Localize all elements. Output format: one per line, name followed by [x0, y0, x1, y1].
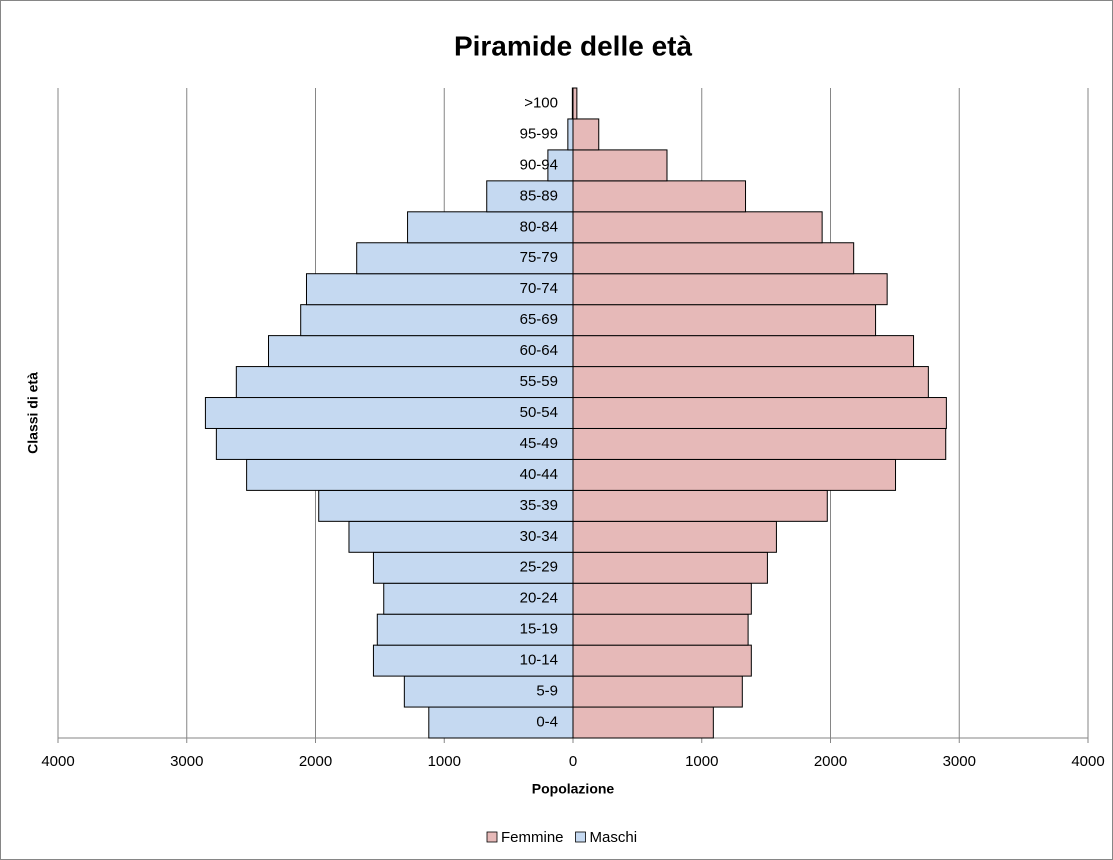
x-tick-label: 1000 [685, 753, 718, 770]
bar [572, 211, 823, 244]
y-tick-label: 85-89 [520, 187, 558, 204]
bar [572, 427, 947, 460]
legend-label: Maschi [590, 829, 638, 846]
bar [383, 582, 574, 615]
y-tick-label: 40-44 [520, 466, 558, 483]
y-tick-label: 15-19 [520, 621, 558, 638]
bar [376, 613, 574, 646]
bar [572, 273, 888, 306]
x-axis-title: Popolazione [532, 781, 615, 797]
x-tick-label: 4000 [41, 753, 74, 770]
bar [235, 366, 574, 399]
x-tick-label: 2000 [814, 753, 847, 770]
bar [572, 520, 777, 553]
y-tick-label: 0-4 [536, 713, 558, 730]
bar [403, 675, 574, 708]
legend-swatch [486, 831, 498, 843]
y-axis-title: Classi di età [25, 372, 41, 454]
bar [572, 149, 668, 182]
bar [572, 613, 749, 646]
bar [572, 118, 600, 151]
bar [572, 366, 929, 399]
bar [572, 397, 947, 429]
bar [572, 180, 747, 213]
x-tick-label: 0 [569, 753, 577, 770]
bar [567, 118, 574, 151]
y-tick-label: 20-24 [520, 590, 558, 607]
bar [348, 520, 574, 553]
y-tick-label: 95-99 [520, 125, 558, 142]
y-tick-label: 60-64 [520, 342, 558, 359]
x-tick-label: 1000 [428, 753, 461, 770]
y-tick-label: 65-69 [520, 311, 558, 328]
bar [572, 335, 915, 368]
bar [372, 644, 574, 677]
x-tick-label: 4000 [1071, 753, 1104, 770]
y-tick-label: 90-94 [520, 156, 558, 173]
bar [572, 706, 714, 739]
bar [268, 335, 574, 368]
legend-swatch [575, 831, 586, 843]
y-tick-label: 10-14 [520, 652, 558, 669]
bar [204, 397, 574, 429]
y-tick-label: 45-49 [520, 435, 558, 452]
y-tick-label: 50-54 [520, 404, 558, 421]
bar [428, 706, 574, 739]
bar [215, 427, 574, 460]
bar [572, 675, 743, 708]
y-tick-label: >100 [524, 94, 558, 111]
x-tick-label: 3000 [943, 753, 976, 770]
bar [246, 458, 574, 491]
y-tick-label: 35-39 [520, 497, 558, 514]
bar [572, 242, 855, 275]
bar [300, 304, 574, 337]
bar [356, 242, 574, 275]
x-tick-label: 3000 [170, 753, 203, 770]
bar [572, 551, 768, 584]
bar [372, 551, 574, 584]
x-tick-label: 2000 [299, 753, 332, 770]
bar [572, 87, 578, 120]
legend-label: Femmine [501, 829, 564, 846]
y-tick-label: 25-29 [520, 559, 558, 576]
y-tick-label: 80-84 [520, 218, 558, 235]
chart-title: Piramide delle età [454, 30, 693, 61]
y-tick-label: 30-34 [520, 528, 558, 545]
bar [486, 180, 574, 213]
bar [572, 489, 828, 522]
bar [572, 644, 752, 677]
y-tick-label: 5-9 [536, 683, 558, 700]
bar [571, 87, 574, 120]
y-tick-label: 55-59 [520, 373, 558, 390]
bar [407, 211, 574, 244]
bar [572, 458, 897, 491]
bar [572, 582, 752, 615]
y-tick-label: 75-79 [520, 249, 558, 266]
bar [572, 304, 877, 337]
y-tick-label: 70-74 [520, 280, 558, 297]
bar [547, 149, 574, 182]
